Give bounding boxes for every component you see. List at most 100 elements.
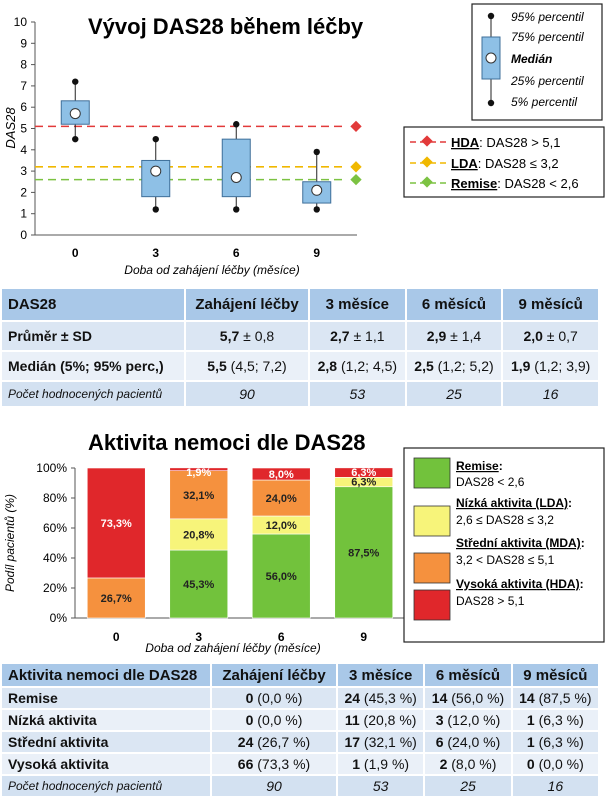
count-cell: 53 <box>310 382 405 406</box>
table-cell: 14 (87,5 %) <box>512 688 598 708</box>
legend-mda-swatch <box>413 552 451 584</box>
threshold-marker-hda <box>350 120 362 133</box>
legend-p95-dot <box>487 12 495 20</box>
p5-dot <box>233 206 240 213</box>
y-tick-label: 7 <box>20 79 27 93</box>
count-cell: 25 <box>406 382 502 406</box>
table-cell: 24 (45,3 %) <box>338 688 424 708</box>
y-tick-label: 80% <box>43 491 67 505</box>
table-row: Vysoká aktivita 66 (73,3 %) 1 (1,9 %) 2 … <box>2 754 598 774</box>
count-cell: 16 <box>503 382 598 406</box>
table-cell: 1,9 (1,2; 3,9) <box>503 352 598 380</box>
table-row: Počet hodnocených pacientů 90 53 25 16 <box>2 776 598 796</box>
bar-segment <box>169 549 229 619</box>
table-row: Medián (5%; 95% perc,) 5,5 (4,5; 7,2) 2,… <box>2 352 598 380</box>
bar-segment <box>86 577 146 619</box>
table1-header-cell: Zahájení léčby <box>186 289 308 320</box>
row-label: Nízká aktivita <box>2 710 210 730</box>
chart2-ylabel: Podíl pacientů (%) <box>3 494 17 592</box>
table-cell: 66 (73,3 %) <box>212 754 336 774</box>
y-tick-label: 40% <box>43 551 67 565</box>
legend-lda-text: 2,6 ≤ DAS28 ≤ 3,2 <box>456 513 554 527</box>
legend-hda-marker <box>421 135 433 147</box>
bar-data-label: 24,0% <box>266 493 297 505</box>
p5-dot <box>72 135 79 143</box>
table-cell: 2,7 ± 1,1 <box>310 322 405 350</box>
legend-mda-title: Střední aktivita (MDA): <box>456 536 585 550</box>
y-tick-label: 60% <box>43 521 67 535</box>
bar-data-label: 6,3% <box>351 467 376 479</box>
table-cell: 3 (12,0 %) <box>425 710 511 730</box>
count-cell: 16 <box>512 776 598 796</box>
bar-segment <box>169 470 229 520</box>
legend-lda-title: Nízká aktivita (LDA): <box>456 496 572 510</box>
bar-data-label: 8,0% <box>269 469 294 481</box>
legend-p5: 5% percentil <box>511 95 577 109</box>
row-label: Průměr ± SD <box>2 322 184 350</box>
table-cell: 1 (6,3 %) <box>512 732 598 752</box>
das28-boxplot-chart: Vývoj DAS28 během léčby DAS28 Doba od za… <box>3 3 605 277</box>
legend-p5-dot <box>487 99 495 107</box>
bar-segment <box>251 479 311 517</box>
median-dot <box>69 108 81 120</box>
bar-data-label: 26,7% <box>101 593 132 605</box>
y-tick-label: 100% <box>36 461 67 475</box>
table1-header-cell: 9 měsíců <box>503 289 598 320</box>
table-cell: 1 (6,3 %) <box>512 710 598 730</box>
bar-data-label: 32,1% <box>183 490 214 502</box>
legend-hda-text: DAS28 > 5,1 <box>456 594 525 608</box>
x-tick-label: 0 <box>113 630 120 644</box>
legend-median-dot <box>485 52 497 64</box>
y-tick-label: 10 <box>14 15 28 29</box>
bar-data-label: 6,3% <box>351 476 376 488</box>
chart1-xlabel: Doba od zahájení léčby (měsíce) <box>124 263 299 277</box>
threshold-marker-lda <box>350 161 362 173</box>
table-cell: 24 (26,7 %) <box>212 732 336 752</box>
row-label: Střední aktivita <box>2 732 210 752</box>
bar-data-label: 87,5% <box>348 547 379 559</box>
table1-header-cell: 6 měsíců <box>406 289 502 320</box>
count-cell: 90 <box>212 776 336 796</box>
legend-lda-swatch <box>413 505 451 537</box>
y-tick-label: 1 <box>20 207 27 221</box>
box-legend: 95% percentil 75% percentil Medián 25% p… <box>471 3 603 121</box>
y-tick-label: 6 <box>20 100 27 114</box>
table-cell: 17 (32,1 %) <box>338 732 424 752</box>
table2-header-cell: 3 měsíce <box>338 664 424 686</box>
p95-dot <box>152 135 159 143</box>
x-tick-label: 9 <box>313 246 320 260</box>
y-tick-label: 9 <box>20 36 27 50</box>
threshold-legend: HDA: DAS28 > 5,1 LDA: DAS28 ≤ 3,2 Remise… <box>403 126 605 198</box>
bar-segment <box>334 486 394 619</box>
bar-segment <box>251 533 311 619</box>
count-cell: 53 <box>338 776 424 796</box>
activity-stacked-bar-chart: Aktivita nemoci dle DAS28 Podíl pacientů… <box>3 430 605 655</box>
table-row: Průměr ± SD 5,7 ± 0,8 2,7 ± 1,1 2,9 ± 1,… <box>2 322 598 350</box>
legend-p25: 25% percentil <box>510 74 584 88</box>
table-cell: 2 (8,0 %) <box>425 754 511 774</box>
table-cell: 2,0 ± 0,7 <box>503 322 598 350</box>
p95-dot <box>233 121 240 128</box>
bar-segment <box>169 467 229 471</box>
legend-remise-swatch <box>413 457 451 489</box>
bar-segment <box>251 467 311 481</box>
table-cell: 5,7 ± 0,8 <box>186 322 308 350</box>
table-cell: 11 (20,8 %) <box>338 710 424 730</box>
y-tick-label: 5 <box>20 122 27 136</box>
table-cell: 0 (0,0 %) <box>212 710 336 730</box>
table-row: Počet hodnocených pacientů 90 53 25 16 <box>2 382 598 406</box>
count-label: Počet hodnocených pacientů <box>2 382 184 406</box>
legend-p75: 75% percentil <box>511 30 584 44</box>
table-cell: 14 (56,0 %) <box>425 688 511 708</box>
activity-table: Aktivita nemoci dle DAS28 Zahájení léčby… <box>0 662 600 798</box>
x-tick-label: 6 <box>278 630 285 644</box>
bar-data-label: 73,3% <box>101 518 132 530</box>
x-tick-label: 6 <box>233 246 240 260</box>
count-cell: 90 <box>186 382 308 406</box>
legend-mda-text: 3,2 < DAS28 ≤ 5,1 <box>456 553 555 567</box>
median-dot <box>311 184 323 196</box>
chart2-xlabel: Doba od zahájení léčby (měsíce) <box>145 641 320 655</box>
y-tick-label: 2 <box>20 185 27 199</box>
legend-remise-title: Remise: <box>456 459 503 473</box>
table-cell: 1 (1,9 %) <box>338 754 424 774</box>
